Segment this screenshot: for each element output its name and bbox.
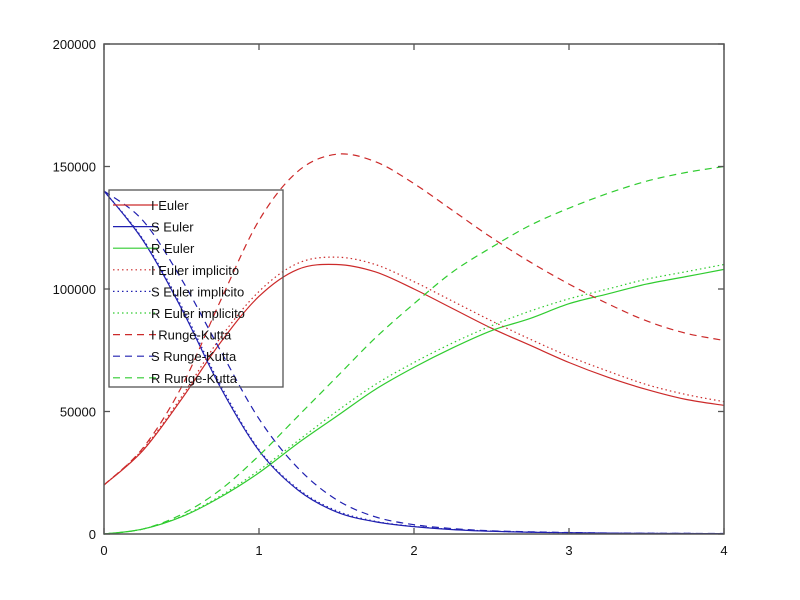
y-tick-label: 0: [89, 527, 96, 542]
series-r-runge-kutta: [103, 165, 725, 535]
y-tick-label: 150000: [53, 160, 96, 175]
legend-label: I Euler: [151, 198, 189, 213]
legend-label: R Euler: [151, 241, 195, 256]
legend-box: [108, 189, 284, 388]
y-tick-label: 50000: [60, 405, 96, 420]
legend-label: S Runge-Kutta: [151, 349, 237, 364]
plot-series: [103, 153, 725, 535]
x-tick-label: 2: [410, 543, 417, 558]
legend-label: I Runge-Kutta: [151, 328, 232, 343]
y-axis: 0 50000 100000 150000 200000: [53, 37, 724, 542]
series-i-euler: [103, 263, 725, 486]
series-s-runge-kutta: [103, 190, 725, 535]
series-i-runge-kutta: [103, 153, 725, 486]
x-axis: 0 1 2 3 4: [100, 44, 728, 558]
x-tick-label: 4: [720, 543, 727, 558]
y-tick-label: 200000: [53, 37, 96, 52]
x-tick-label: 3: [565, 543, 572, 558]
series-r-euler: [103, 268, 725, 535]
x-tick-label: 0: [100, 543, 107, 558]
y-tick-label: 100000: [53, 282, 96, 297]
series-i-euler-implicito: [103, 256, 725, 486]
legend-label: S Euler implicito: [151, 284, 244, 299]
legend-label: S Euler: [151, 220, 194, 235]
legend-label: R Euler implicito: [151, 306, 245, 321]
x-tick-label: 1: [255, 543, 262, 558]
legend-label: I Euler implicito: [151, 263, 239, 278]
legend-label: R Runge-Kutta: [151, 371, 238, 386]
legend: I Euler S Euler R Euler I Euler implicito S …: [108, 189, 284, 388]
